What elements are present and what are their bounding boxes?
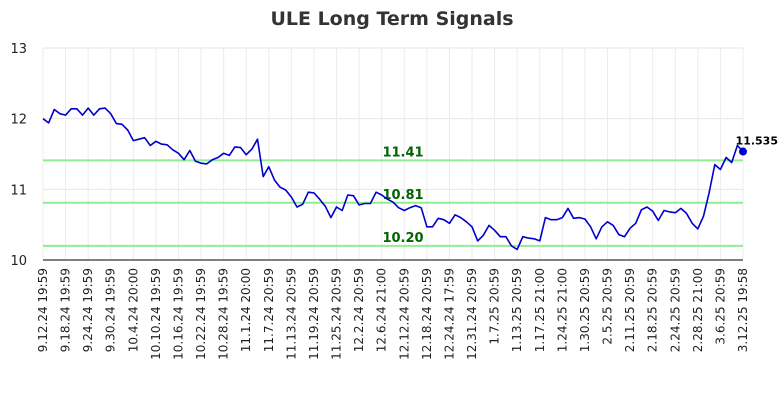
x-tick-label: 1.17.25 21:00 <box>533 268 547 352</box>
x-tick-label: 10.4.24 20:00 <box>126 268 140 352</box>
x-tick-label: 9.30.24 19:59 <box>104 268 118 352</box>
x-tick-label: 2.18.25 20:59 <box>646 268 660 352</box>
x-tick-label: 12.12.24 20:59 <box>397 268 411 360</box>
last-point-marker <box>739 147 747 156</box>
x-tick-label: 2.5.25 20:59 <box>601 268 615 345</box>
x-tick-label: 12.24.24 17:59 <box>442 268 456 360</box>
y-tick-label: 13 <box>10 42 27 57</box>
x-tick-label: 10.22.24 19:59 <box>194 268 208 360</box>
x-tick-label: 11.1.24 20:00 <box>239 268 253 352</box>
x-tick-label: 3.6.25 20:59 <box>713 268 727 345</box>
x-tick-label: 2.28.25 21:00 <box>691 268 705 352</box>
x-tick-label: 11.13.24 20:59 <box>284 268 298 360</box>
x-tick-label: 2.11.25 20:59 <box>623 268 637 352</box>
series-layer: 11.535 <box>42 107 778 251</box>
x-tick-label: 12.2.24 20:59 <box>352 268 366 352</box>
x-tick-label: 10.28.24 19:59 <box>217 268 231 360</box>
y-tick-label: 12 <box>10 113 27 128</box>
x-tick-label: 2.24.25 20:59 <box>668 268 682 352</box>
chart-title: ULE Long Term Signals <box>270 8 513 30</box>
x-tick-label: 3.12.25 19:58 <box>736 268 750 352</box>
x-tick-label: 10.16.24 19:59 <box>171 268 185 360</box>
x-tick-label: 12.6.24 21:00 <box>375 268 389 352</box>
reference-lines: 11.41 10.81 10.20 <box>43 145 743 247</box>
series-line <box>42 107 744 251</box>
x-tick-label: 1.13.25 20:59 <box>510 268 524 352</box>
x-tick-label: 1.7.25 20:59 <box>488 268 502 345</box>
x-tick-label: 12.18.24 20:59 <box>420 268 434 360</box>
reference-line-label: 10.81 <box>382 188 423 203</box>
x-tick-label: 12.31.24 20:59 <box>465 268 479 360</box>
x-tick-label: 10.10.24 19:59 <box>149 268 163 360</box>
y-tick-label: 11 <box>10 183 27 198</box>
x-tick-label: 9.24.24 19:59 <box>81 268 95 352</box>
x-tick-label: 1.24.25 21:00 <box>555 268 569 352</box>
last-value-label: 11.535 <box>736 135 778 148</box>
x-tick-label: 11.25.24 20:59 <box>330 268 344 360</box>
x-tick-label: 1.30.25 20:59 <box>578 268 592 352</box>
y-tick-label: 10 <box>10 254 27 269</box>
x-tick-label: 9.12.24 19:59 <box>36 268 50 352</box>
reference-line-label: 11.41 <box>382 145 423 160</box>
reference-line-label: 10.20 <box>382 231 423 246</box>
x-tick-label: 9.18.24 19:59 <box>59 268 73 352</box>
y-axis: 10 11 12 13 <box>10 42 27 269</box>
x-tick-label: 11.19.24 20:59 <box>307 268 321 360</box>
x-axis: 9.12.24 19:59 9.18.24 19:59 9.24.24 19:59 9… <box>36 259 750 360</box>
x-tick-label: 11.7.24 20:59 <box>262 268 276 352</box>
